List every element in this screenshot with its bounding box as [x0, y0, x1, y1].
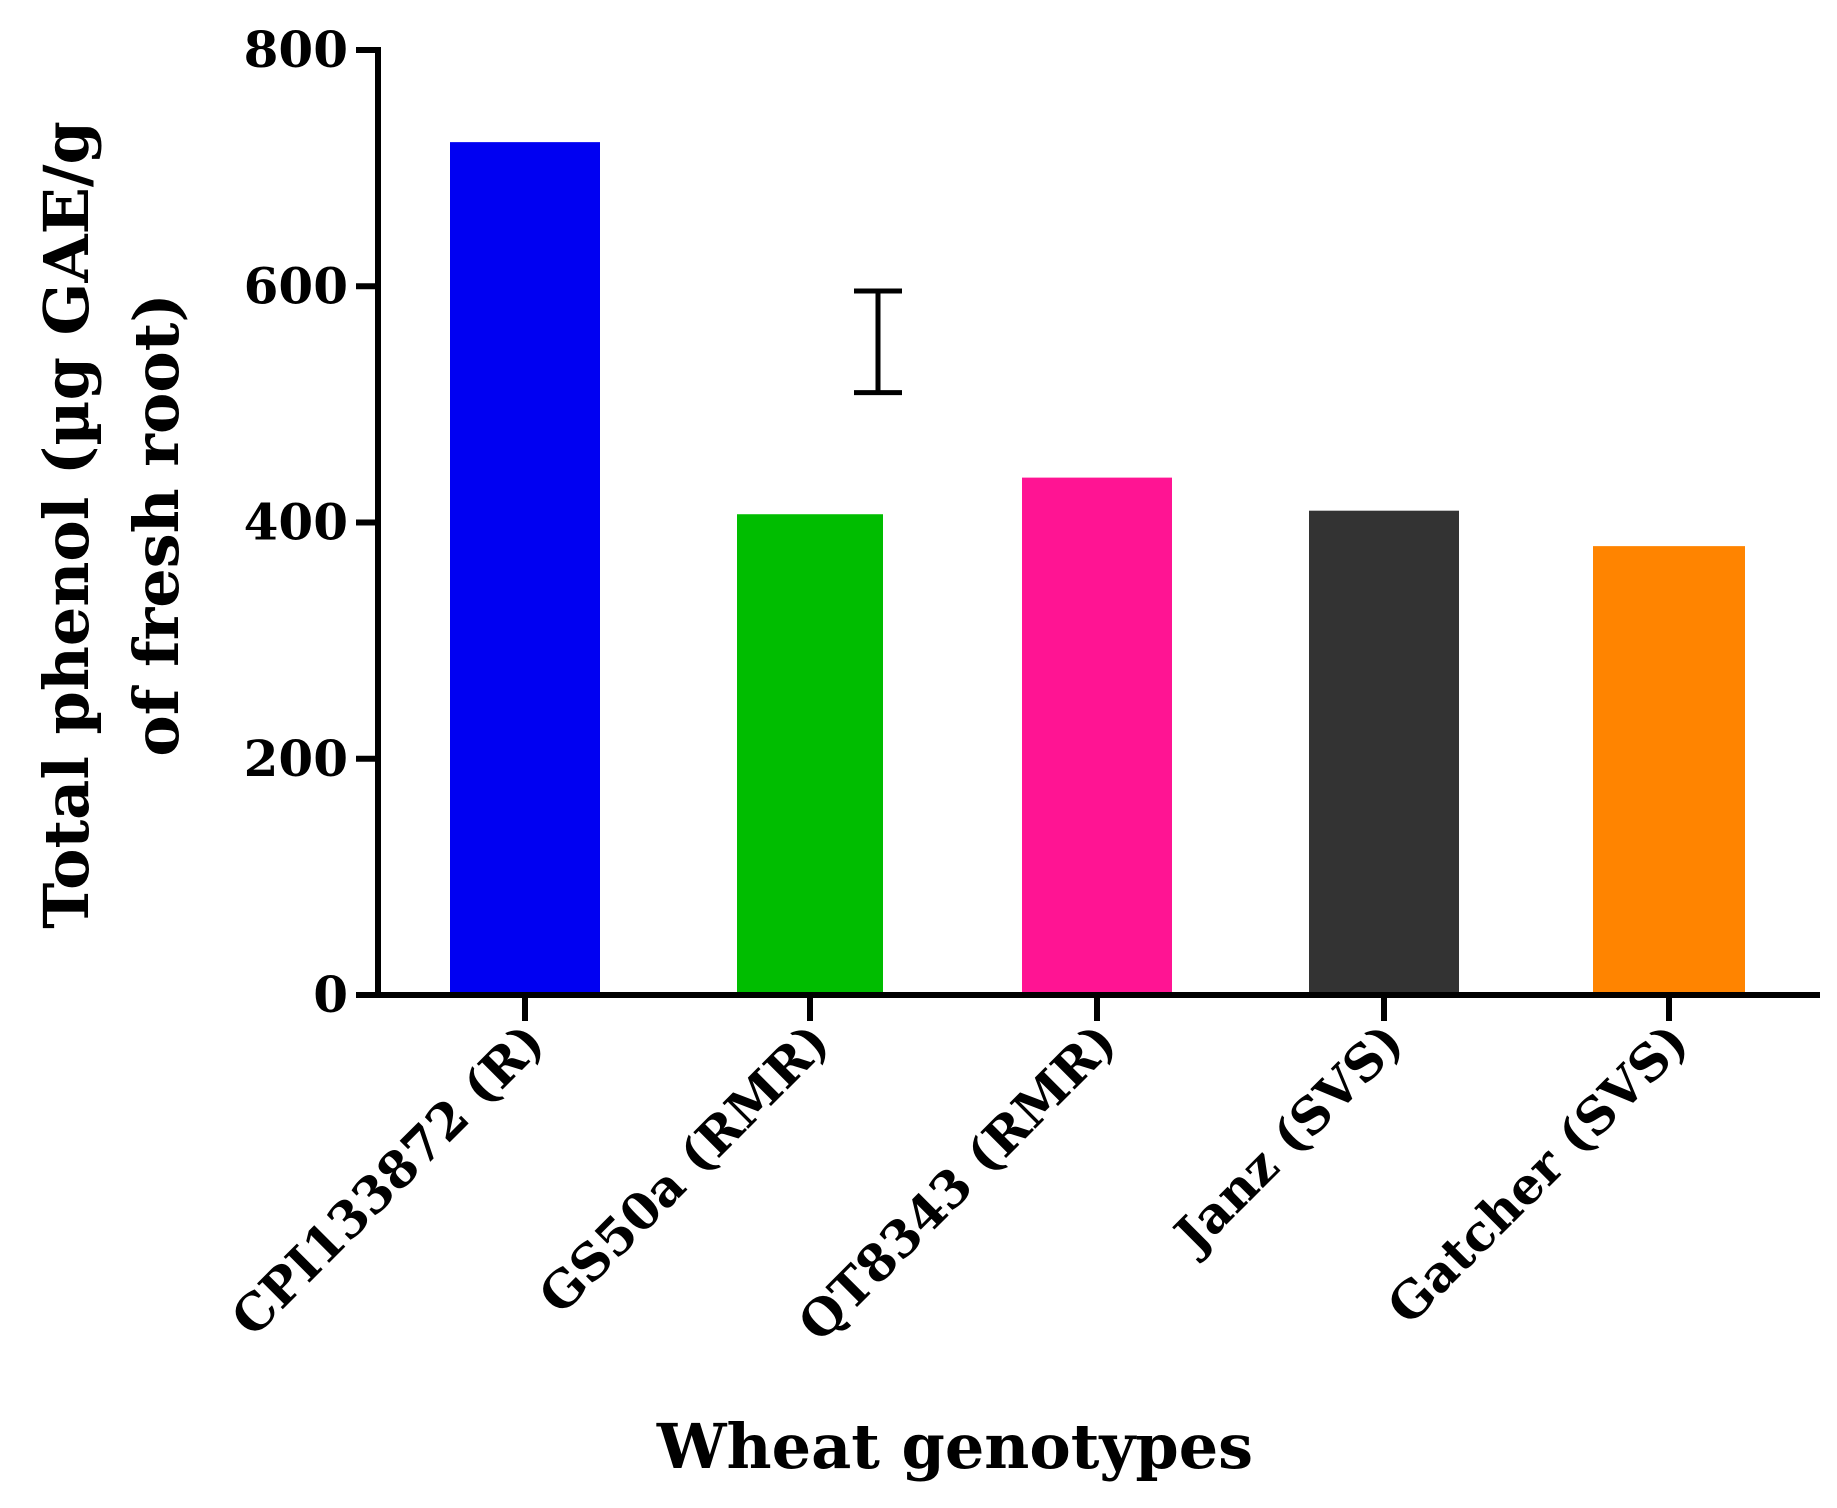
- x-tick-label-1: CPI133872 (R): [220, 1012, 556, 1348]
- y-tick-label-200: 200: [244, 729, 348, 788]
- x-tick-label-3: QT8343 (RMR): [787, 1012, 1128, 1353]
- y-tick-label-400: 400: [244, 493, 348, 552]
- x-tick-label-5: Gatcher (SVS): [1376, 1012, 1700, 1336]
- x-ticks-group: CPI133872 (R)GS50a (RMR)QT8343 (RMR) Janz…: [220, 995, 1700, 1353]
- x-tick-label-2: GS50a (RMR): [527, 1012, 840, 1325]
- y-ticks-group: 0 200 400 600 800: [244, 20, 378, 1024]
- error-bar-group: [854, 288, 902, 396]
- x-tick-label-4: Janz (SVS): [1160, 1012, 1414, 1266]
- bar-1: [450, 142, 600, 995]
- y-tick-label-600: 600: [244, 256, 348, 315]
- y-tick-label-0: 0: [313, 965, 348, 1024]
- y-tick-label-800: 800: [244, 20, 348, 79]
- bar-5: [1593, 546, 1745, 995]
- bars-group: [450, 142, 1745, 995]
- y-axis-title-line-2: of fresh root): [120, 293, 193, 756]
- bar-3: [1022, 477, 1172, 995]
- y-axis-title-line-1: Total phenol (µg GAE/g: [30, 121, 103, 929]
- x-axis-title: Wheat genotypes: [656, 1410, 1253, 1483]
- bar-4: [1309, 510, 1459, 995]
- bar-2: [737, 514, 883, 995]
